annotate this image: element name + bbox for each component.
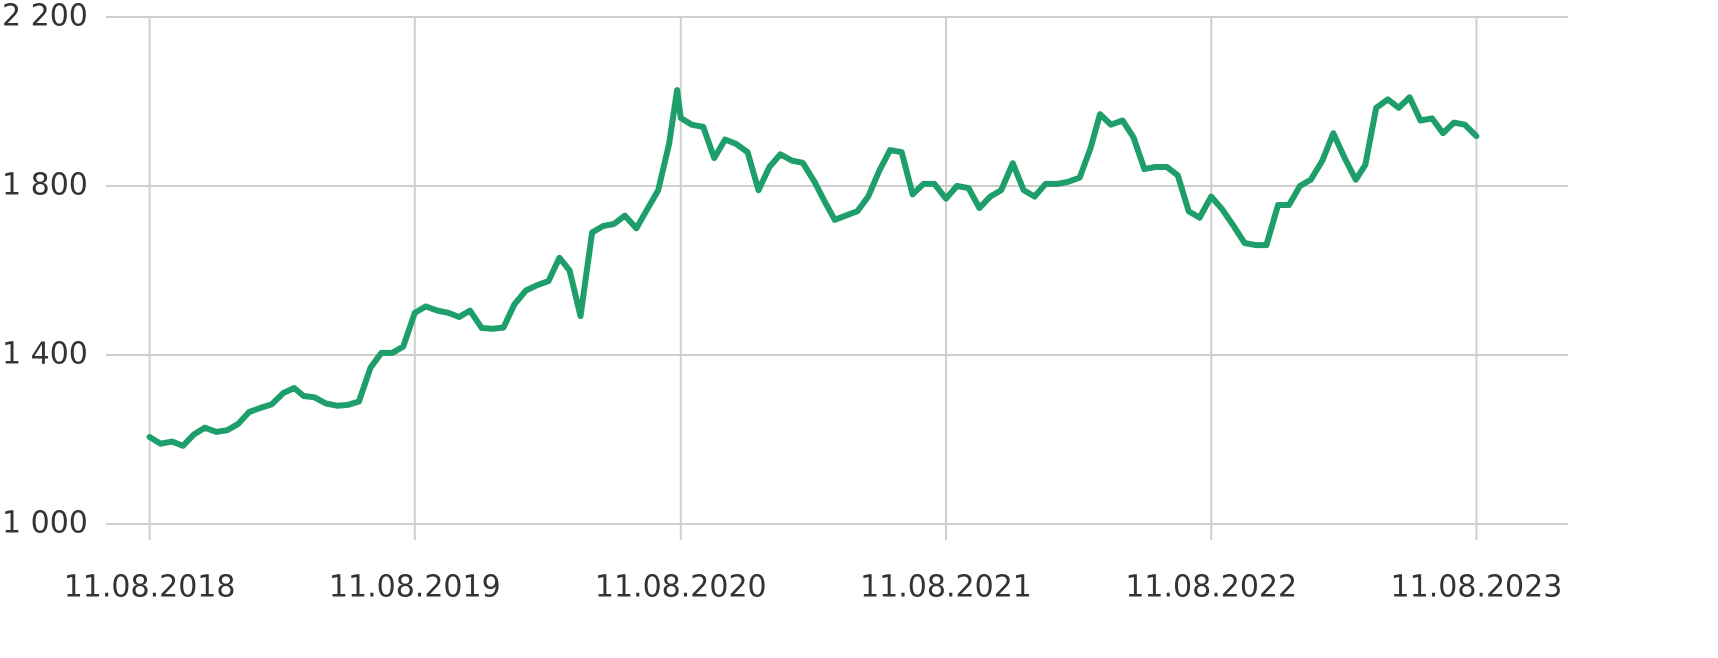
x-tick-label: 11.08.2019 — [329, 570, 501, 605]
line — [146, 87, 1480, 449]
x-tick-label: 11.08.2021 — [860, 570, 1032, 605]
y-tick-label: 1 000 — [2, 506, 88, 541]
y-tick-label: 2 200 — [2, 0, 88, 34]
y-tick-label: 1 400 — [2, 337, 88, 372]
x-tick-label: 11.08.2018 — [64, 570, 236, 605]
y-tick-label: 1 800 — [2, 168, 88, 203]
x-tick-label: 11.08.2023 — [1391, 570, 1563, 605]
x-tick-label: 11.08.2020 — [595, 570, 767, 605]
x-tick-label: 11.08.2022 — [1125, 570, 1297, 605]
